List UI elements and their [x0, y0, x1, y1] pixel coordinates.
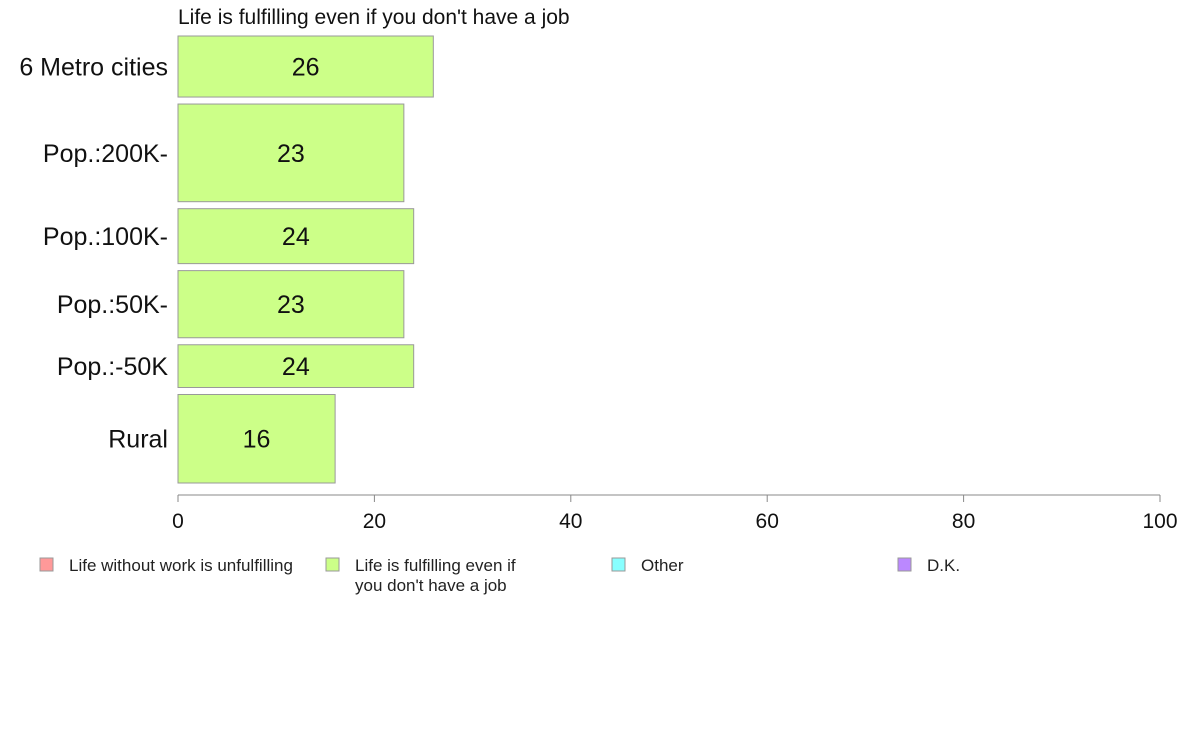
category-label: Pop.:50K-	[57, 291, 168, 319]
legend-label-line: Other	[641, 556, 684, 575]
data-label: 26	[292, 54, 320, 82]
x-tick-label: 40	[559, 510, 582, 533]
category-label: Pop.:200K-	[43, 140, 168, 168]
legend: Life without work is unfulfilling Life is…	[39, 556, 960, 595]
data-label: 16	[243, 426, 271, 454]
category-label: 6 Metro cities	[19, 54, 168, 82]
x-tick-label: 20	[363, 510, 386, 533]
category-label: Rural	[108, 426, 168, 454]
legend-label-line: Life without work is unfulfilling	[69, 556, 293, 575]
bar	[177, 393, 336, 484]
legend-swatch	[611, 557, 626, 572]
bar	[177, 208, 415, 265]
data-label: 23	[277, 140, 305, 168]
x-tick-label: 0	[172, 510, 184, 533]
x-tick-label: 60	[756, 510, 779, 533]
legend-swatch	[325, 557, 340, 572]
chart-title: Life is fulfilling even if you don't hav…	[178, 6, 570, 29]
legend-label-line: Life is fulfilling even if	[355, 556, 516, 575]
x-tick-label: 100	[1142, 510, 1177, 533]
bars-layer: 26 6 Metro cities 23 Pop.:200K- 24 Pop.:100K-…	[19, 35, 434, 484]
bar	[177, 35, 434, 98]
category-label: Pop.:100K-	[43, 223, 168, 251]
data-label: 23	[277, 291, 305, 319]
legend-label: D.K.	[927, 556, 960, 575]
category-label: Pop.:-50K	[57, 353, 169, 381]
legend-swatch	[39, 557, 54, 572]
x-tick-label: 80	[952, 510, 975, 533]
legend-swatch	[897, 557, 912, 572]
legend-label: Other	[641, 556, 684, 575]
legend-label-line: you don't have a job	[355, 576, 507, 595]
legend-label: Life is fulfilling even if you don't have…	[355, 556, 516, 595]
data-label: 24	[282, 353, 310, 381]
bar	[177, 270, 405, 339]
legend-label-line: D.K.	[927, 556, 960, 575]
data-label: 24	[282, 223, 310, 251]
x-axis: 0 20 40 60 80 100	[172, 494, 1178, 533]
legend-label: Life without work is unfulfilling	[69, 556, 293, 575]
bar	[177, 344, 415, 388]
bar	[177, 103, 405, 203]
